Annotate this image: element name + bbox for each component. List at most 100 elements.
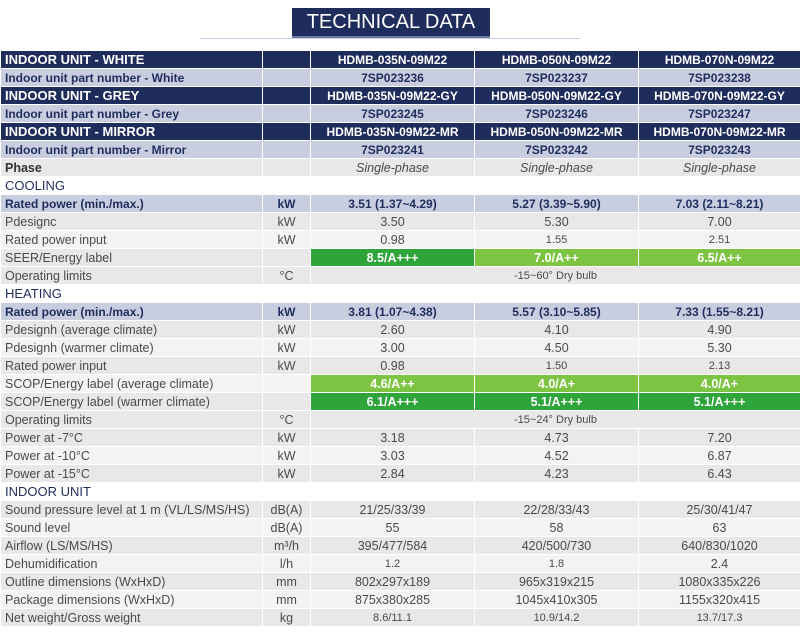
row-unit — [262, 374, 311, 393]
row-unit: mm — [262, 590, 311, 609]
cell-value: 7SP023247 — [638, 104, 800, 123]
cell-value: 4.6/A++ — [310, 374, 475, 393]
row-unit: kW — [262, 464, 311, 483]
table-row: Package dimensions (WxHxD) mm 875x380x285 1… — [0, 590, 800, 609]
table-row: SEER/Energy label 8.5/A+++ 7.0/A++ 6.5/A++ — [0, 248, 800, 267]
cell-value: 4.50 — [474, 338, 639, 357]
row-label: Rated power (min./max.) — [0, 302, 263, 321]
table-row: Power at -7°C kW 3.18 4.73 7.20 — [0, 428, 800, 447]
cell-value: 6.43 — [638, 464, 800, 483]
cell-value: 3.00 — [310, 338, 475, 357]
cell-value: 25/30/41/47 — [638, 500, 800, 519]
cell-value: 4.10 — [474, 320, 639, 339]
table-row: Power at -10°C kW 3.03 4.52 6.87 — [0, 446, 800, 465]
row-label: Pdesignh (warmer climate) — [0, 338, 263, 357]
cell-value: 7.20 — [638, 428, 800, 447]
cell-value: Single-phase — [638, 158, 800, 177]
row-label: INDOOR UNIT - GREY — [0, 86, 263, 105]
row-label: Package dimensions (WxHxD) — [0, 590, 263, 609]
row-label: SEER/Energy label — [0, 248, 263, 267]
row-unit — [262, 86, 311, 105]
row-unit — [262, 158, 311, 177]
cell-value: 1045x410x305 — [474, 590, 639, 609]
table-row: Operating limits °C -15~60° Dry bulb — [0, 266, 800, 285]
row-label: Operating limits — [0, 266, 263, 285]
cell-value: 7SP023245 — [310, 104, 475, 123]
cell-value: 3.81 (1.07~4.38) — [310, 302, 475, 321]
row-label: Pdesignh (average climate) — [0, 320, 263, 339]
cell-value: 3.18 — [310, 428, 475, 447]
cell-value: 21/25/33/39 — [310, 500, 475, 519]
cell-value: 4.0/A+ — [638, 374, 800, 393]
cell-value: 7SP023236 — [310, 68, 475, 87]
table-row: SCOP/Energy label (average climate) 4.6/A… — [0, 374, 800, 393]
table-row: INDOOR UNIT - WHITE HDMB-035N-09M22 HDMB-0… — [0, 50, 800, 69]
row-label: Power at -7°C — [0, 428, 263, 447]
row-unit — [262, 50, 311, 69]
row-unit: kW — [262, 212, 311, 231]
cell-value: 7.03 (2.11~8.21) — [638, 194, 800, 213]
cell-value: 7SP023246 — [474, 104, 639, 123]
row-label: Pdesignc — [0, 212, 263, 231]
table-row: COOLING — [0, 176, 800, 195]
row-label: Indoor unit part number - Grey — [0, 104, 263, 123]
cell-value: 13.7/17.3 — [638, 608, 800, 627]
row-unit: °C — [262, 266, 311, 285]
row-label: Indoor unit part number - Mirror — [0, 140, 263, 159]
cell-value: 4.23 — [474, 464, 639, 483]
cell-value: 7SP023243 — [638, 140, 800, 159]
cell-value: 640/830/1020 — [638, 536, 800, 555]
table-row: Indoor unit part number - Grey 7SP023245 7… — [0, 104, 800, 123]
cell-value: 1.2 — [310, 554, 475, 573]
cell-value: 5.30 — [474, 212, 639, 231]
table-row: INDOOR UNIT — [0, 482, 800, 501]
table-row: Sound level dB(A) 55 58 63 — [0, 518, 800, 537]
cell-value: 4.52 — [474, 446, 639, 465]
technical-data-table: INDOOR UNIT - WHITE HDMB-035N-09M22 HDMB-0… — [0, 50, 800, 627]
table-row: Indoor unit part number - Mirror 7SP02324… — [0, 140, 800, 159]
cell-value: 63 — [638, 518, 800, 537]
cell-value: HDMB-070N-09M22 — [638, 50, 800, 69]
row-label: Airflow (LS/MS/HS) — [0, 536, 263, 555]
cell-value: 2.4 — [638, 554, 800, 573]
table-row: Sound pressure level at 1 m (VL/LS/MS/HS… — [0, 500, 800, 519]
table-row: Outline dimensions (WxHxD) mm 802x297x189 9… — [0, 572, 800, 591]
section-heading: COOLING — [0, 176, 800, 195]
cell-value: 7SP023241 — [310, 140, 475, 159]
row-unit: m³/h — [262, 536, 311, 555]
page-title: TECHNICAL DATA — [292, 8, 490, 39]
row-unit: dB(A) — [262, 500, 311, 519]
cell-value: Single-phase — [310, 158, 475, 177]
cell-value: HDMB-035N-09M22-MR — [310, 122, 475, 141]
cell-value: 1.55 — [474, 230, 639, 249]
row-unit — [262, 104, 311, 123]
cell-value: 3.03 — [310, 446, 475, 465]
cell-value: 7SP023242 — [474, 140, 639, 159]
row-unit: kW — [262, 356, 311, 375]
cell-value: 875x380x285 — [310, 590, 475, 609]
row-unit: mm — [262, 572, 311, 591]
table-row: SCOP/Energy label (warmer climate) 6.1/A+… — [0, 392, 800, 411]
cell-value: 8.6/11.1 — [310, 608, 475, 627]
table-row: Airflow (LS/MS/HS) m³/h 395/477/584 420/500… — [0, 536, 800, 555]
cell-value: 7SP023238 — [638, 68, 800, 87]
cell-value: HDMB-035N-09M22-GY — [310, 86, 475, 105]
row-unit: °C — [262, 410, 311, 429]
row-label: Dehumidification — [0, 554, 263, 573]
cell-value: 7.00 — [638, 212, 800, 231]
cell-value: HDMB-050N-09M22-MR — [474, 122, 639, 141]
table-row: Rated power (min./max.) kW 3.81 (1.07~4.38… — [0, 302, 800, 321]
cell-value: 6.1/A+++ — [310, 392, 475, 411]
cell-value: HDMB-050N-09M22 — [474, 50, 639, 69]
row-label: Rated power (min./max.) — [0, 194, 263, 213]
cell-value: HDMB-070N-09M22-MR — [638, 122, 800, 141]
row-unit: dB(A) — [262, 518, 311, 537]
cell-value: 1.8 — [474, 554, 639, 573]
row-unit: kW — [262, 320, 311, 339]
cell-value: 2.51 — [638, 230, 800, 249]
cell-value: HDMB-070N-09M22-GY — [638, 86, 800, 105]
cell-value: 5.1/A+++ — [638, 392, 800, 411]
row-unit — [262, 392, 311, 411]
section-heading: INDOOR UNIT — [0, 482, 800, 501]
table-row: HEATING — [0, 284, 800, 303]
